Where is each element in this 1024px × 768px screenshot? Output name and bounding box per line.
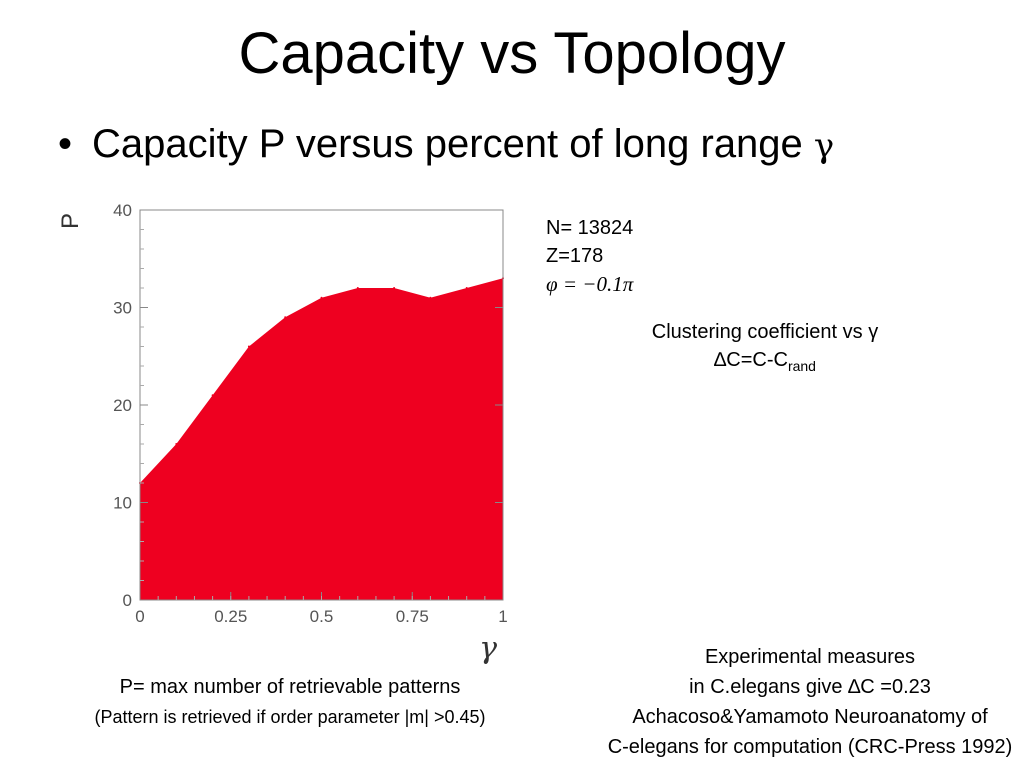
slide-title: Capacity vs Topology <box>238 21 786 86</box>
data-point <box>284 316 287 319</box>
y-tick-label: 30 <box>113 299 132 318</box>
clustering-caption: Clustering coefficient vs γ ∆C=C-Crand <box>600 318 930 380</box>
experimental-line-4: C-elegans for computation (CRC-Press 199… <box>607 736 1013 758</box>
bullet-dot: • <box>58 122 73 166</box>
p-definition-line-1: P= max number of retrievable patterns <box>119 676 461 698</box>
clustering-line-2: ∆C=C-Crand <box>600 346 930 380</box>
data-point <box>356 287 359 289</box>
x-tick-label: 0.75 <box>396 607 429 626</box>
data-point <box>247 345 250 348</box>
data-point <box>429 296 432 299</box>
x-tick-label: 0 <box>135 607 144 626</box>
capacity-area-chart: 0 10 20 30 40 0 0.25 0.5 0.75 1 Pγ <box>57 201 508 666</box>
data-point <box>393 287 396 289</box>
data-point <box>465 287 468 289</box>
param-phi: φ = −0.1π <box>546 272 634 296</box>
param-n: N= 13824 <box>546 217 634 239</box>
data-point <box>211 394 214 397</box>
delta-c-formula: ∆C=C-C <box>714 349 788 371</box>
parameters-block: N= 13824 Z=178 φ = −0.1π <box>546 214 633 298</box>
param-z: Z=178 <box>546 245 604 267</box>
experimental-line-2: in C.elegans give ∆C =0.23 <box>689 676 931 698</box>
p-definition-line-2: (Pattern is retrieved if order parameter… <box>94 707 486 727</box>
bullet-point: • Capacity P versus percent of long range… <box>58 118 834 172</box>
y-tick-label: 40 <box>113 201 132 220</box>
p-definition: P= max number of retrievable patterns (P… <box>20 672 560 732</box>
y-axis-label: P <box>57 213 84 229</box>
data-point <box>320 296 323 299</box>
y-tick-label: 20 <box>113 396 132 415</box>
experimental-line-3: Achacoso&Yamamoto Neuroanatomy of <box>632 706 988 728</box>
x-tick-label: 1 <box>498 607 507 626</box>
y-tick-label: 10 <box>113 494 132 513</box>
y-tick-label: 0 <box>123 591 132 610</box>
experimental-note: Experimental measures in C.elegans give … <box>530 642 1024 762</box>
data-point <box>175 443 178 445</box>
x-tick-label: 0.5 <box>310 607 334 626</box>
rand-subscript: rand <box>787 358 816 374</box>
clustering-line-1: Clustering coefficient vs γ <box>651 321 879 343</box>
bullet-gamma-symbol: γ <box>813 126 835 166</box>
experimental-line-1: Experimental measures <box>704 646 916 668</box>
capacity-area <box>140 278 503 600</box>
bullet-text: Capacity P versus percent of long range <box>92 122 814 166</box>
x-axis-label: γ <box>479 631 497 666</box>
x-tick-label: 0.25 <box>214 607 247 626</box>
